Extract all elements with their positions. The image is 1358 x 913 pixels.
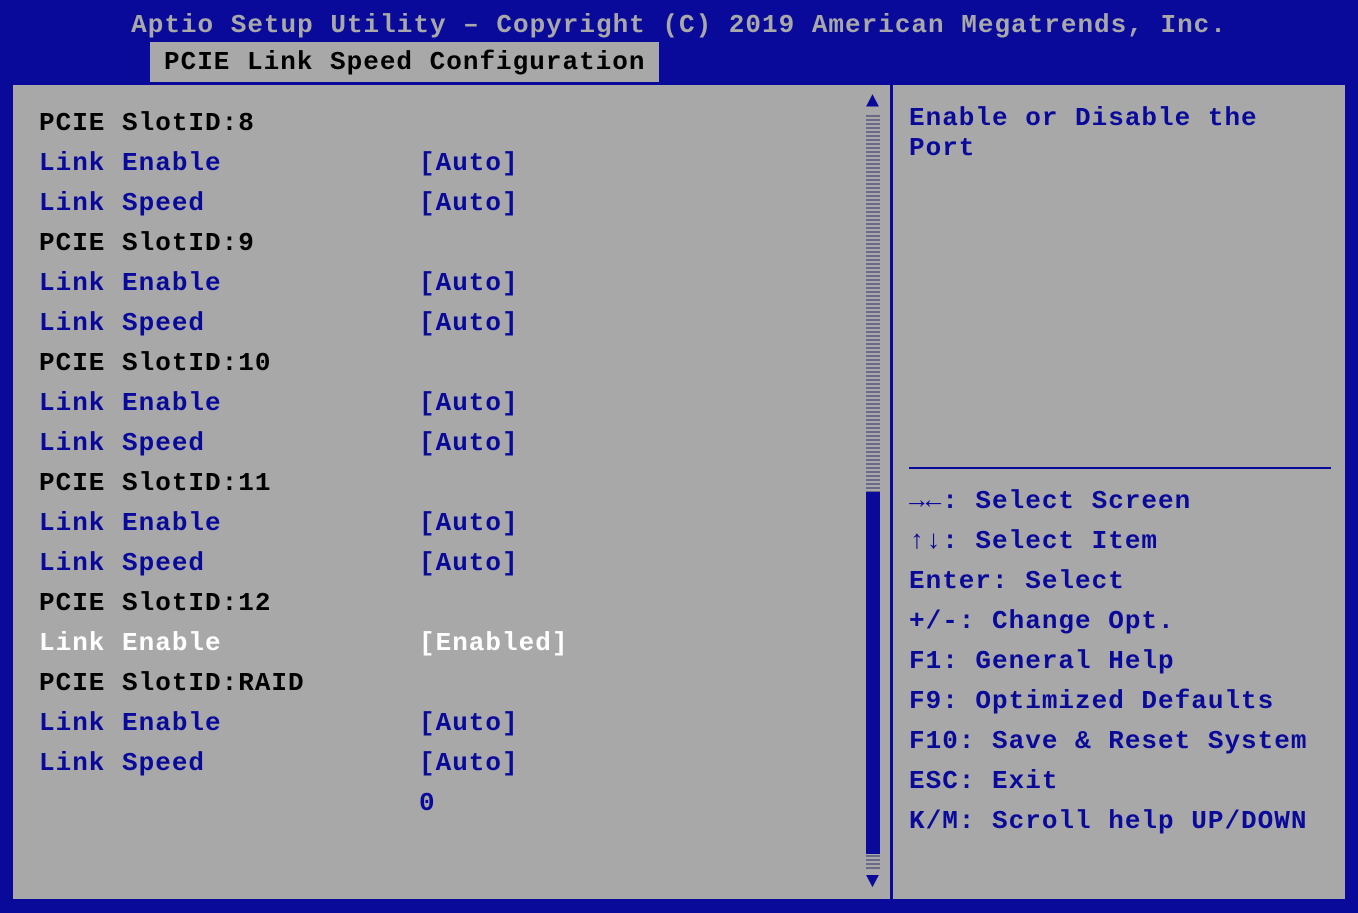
help-key-line: →←: Select Screen [909, 481, 1331, 521]
setting-row[interactable]: Link Enable[Auto] [39, 503, 880, 543]
help-key-line: F9: Optimized Defaults [909, 681, 1331, 721]
setting-row[interactable]: Link Speed[Auto] [39, 303, 880, 343]
setting-value[interactable]: [Auto] [419, 268, 880, 298]
slot-header: PCIE SlotID:9 [39, 223, 880, 263]
settings-pane: PCIE SlotID:8Link Enable[Auto]Link Speed… [13, 85, 893, 899]
slot-header: PCIE SlotID:12 [39, 583, 880, 623]
setting-label: Link Enable [39, 268, 419, 298]
setting-label: Link Enable [39, 148, 419, 178]
setting-label: Link Speed [39, 548, 419, 578]
scrollbar[interactable]: ▲ ▼ [862, 91, 884, 893]
setting-label: Link Speed [39, 428, 419, 458]
setting-row[interactable]: Link Enable[Auto] [39, 143, 880, 183]
help-keys: →←: Select Screen↑↓: Select ItemEnter: S… [909, 481, 1331, 841]
scroll-thumb[interactable] [866, 492, 880, 854]
help-description: Enable or Disable the Port [909, 103, 1331, 463]
setting-label: PCIE SlotID:RAID [39, 668, 419, 698]
help-key-line: +/-: Change Opt. [909, 601, 1331, 641]
setting-value[interactable]: [Auto] [419, 148, 880, 178]
setting-row[interactable]: Link Enable[Auto] [39, 703, 880, 743]
help-key-line: ↑↓: Select Item [909, 521, 1331, 561]
tab-row: PCIE Link Speed Configuration [0, 42, 1358, 82]
setting-label: PCIE SlotID:11 [39, 468, 419, 498]
setting-value[interactable]: [Auto] [419, 428, 880, 458]
setting-value[interactable]: [Auto] [419, 708, 880, 738]
setting-label: Link Enable [39, 628, 419, 658]
main-frame: PCIE SlotID:8Link Enable[Auto]Link Speed… [10, 82, 1348, 902]
help-key-line: F10: Save & Reset System [909, 721, 1331, 761]
tab-pcie-link-speed[interactable]: PCIE Link Speed Configuration [150, 42, 659, 82]
slot-header: PCIE SlotID:8 [39, 103, 880, 143]
setting-value[interactable]: [Auto] [419, 548, 880, 578]
setting-row[interactable]: Link Speed[Auto] [39, 183, 880, 223]
slot-header: PCIE SlotID:10 [39, 343, 880, 383]
bios-title: Aptio Setup Utility – Copyright (C) 2019… [0, 0, 1358, 40]
scroll-track[interactable] [866, 115, 880, 869]
setting-value[interactable]: [Auto] [419, 508, 880, 538]
help-key-line: ESC: Exit [909, 761, 1331, 801]
setting-label: Link Enable [39, 388, 419, 418]
help-pane: Enable or Disable the Port →←: Select Sc… [893, 85, 1345, 899]
help-key-line: K/M: Scroll help UP/DOWN [909, 801, 1331, 841]
setting-label: Link Speed [39, 188, 419, 218]
setting-label: PCIE SlotID:10 [39, 348, 419, 378]
setting-row[interactable]: 0 [39, 783, 880, 823]
setting-row[interactable]: Link Speed[Auto] [39, 423, 880, 463]
setting-value[interactable]: 0 [419, 788, 880, 818]
setting-value[interactable]: [Auto] [419, 748, 880, 778]
setting-row[interactable]: Link Enable[Auto] [39, 263, 880, 303]
setting-row[interactable]: Link Speed[Auto] [39, 743, 880, 783]
setting-label: PCIE SlotID:12 [39, 588, 419, 618]
help-divider [909, 467, 1331, 469]
setting-row[interactable]: Link Speed[Auto] [39, 543, 880, 583]
setting-row[interactable]: Link Enable[Auto] [39, 383, 880, 423]
help-key-line: F1: General Help [909, 641, 1331, 681]
setting-value[interactable]: [Auto] [419, 388, 880, 418]
setting-label: Link Speed [39, 748, 419, 778]
setting-label: Link Enable [39, 508, 419, 538]
scroll-up-icon[interactable]: ▲ [866, 91, 880, 113]
setting-value[interactable]: [Auto] [419, 308, 880, 338]
slot-header: PCIE SlotID:11 [39, 463, 880, 503]
setting-value[interactable]: [Enabled] [419, 628, 880, 658]
setting-label: Link Enable [39, 708, 419, 738]
setting-label: Link Speed [39, 308, 419, 338]
help-key-line: Enter: Select [909, 561, 1331, 601]
setting-value[interactable]: [Auto] [419, 188, 880, 218]
setting-row[interactable]: Link Enable[Enabled] [39, 623, 880, 663]
bios-header: Aptio Setup Utility – Copyright (C) 2019… [0, 0, 1358, 82]
setting-label: PCIE SlotID:8 [39, 108, 419, 138]
scroll-down-icon[interactable]: ▼ [866, 871, 880, 893]
slot-header: PCIE SlotID:RAID [39, 663, 880, 703]
setting-label: PCIE SlotID:9 [39, 228, 419, 258]
